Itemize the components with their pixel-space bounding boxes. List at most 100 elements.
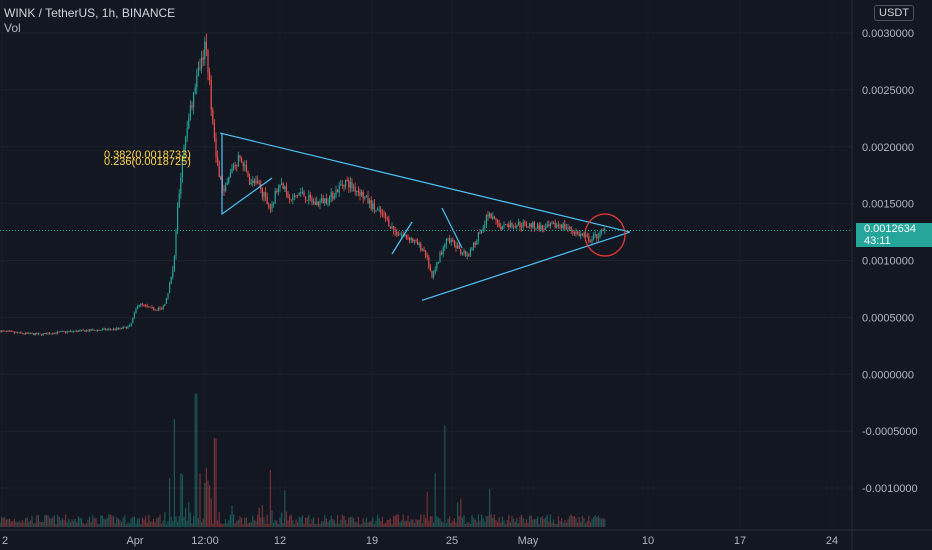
candle-body	[73, 331, 75, 333]
volume-bar	[138, 518, 140, 527]
volume-bar	[377, 514, 379, 527]
volume-bar	[388, 519, 390, 527]
volume-bar	[485, 516, 487, 527]
volume-bar	[495, 519, 497, 527]
volume-bar	[522, 517, 524, 527]
volume-bar	[132, 517, 134, 527]
volume-bar	[277, 524, 279, 527]
candle-body	[412, 238, 414, 242]
candle-body	[321, 198, 323, 201]
candle-body	[66, 331, 68, 333]
y-tick-label: 0.0005000	[862, 312, 914, 324]
volume-bar	[185, 507, 187, 527]
volume-bar	[169, 478, 171, 527]
candle-body	[562, 223, 564, 229]
volume-bar	[274, 520, 276, 527]
candle-body	[343, 185, 345, 187]
candle-body	[394, 230, 396, 232]
time-axis: 2 Apr 12:00 12 19 25 May 10 17 24	[0, 529, 932, 547]
volume-bar	[28, 521, 30, 527]
volume-bar	[71, 519, 73, 527]
candle-body	[501, 226, 503, 230]
candle-body	[9, 331, 11, 332]
volume-bar	[233, 514, 235, 527]
candle-body	[84, 330, 86, 332]
candle-body	[210, 79, 212, 110]
volume-bar	[473, 517, 475, 527]
volume-bar	[167, 521, 169, 527]
volume-bar	[481, 514, 483, 527]
volume-bar	[327, 521, 329, 527]
volume-bar	[455, 522, 457, 527]
volume-bar	[573, 515, 575, 527]
candle-body	[436, 262, 438, 270]
volume-bar	[273, 522, 275, 527]
candle-body	[271, 204, 273, 209]
candle-body	[557, 224, 559, 226]
currency-button[interactable]: USDT	[874, 5, 914, 21]
candle-body	[33, 333, 35, 335]
candle-body	[26, 332, 28, 334]
volume-bar	[354, 522, 356, 527]
candle-body	[159, 308, 161, 309]
volume-bar	[450, 523, 452, 527]
trendline	[219, 132, 631, 233]
candle-body	[517, 222, 519, 226]
volume-bar	[572, 516, 574, 527]
volume-bar	[340, 519, 342, 527]
volume-bar	[143, 519, 145, 527]
candle-body	[540, 225, 542, 231]
candle-body	[357, 190, 359, 193]
candle-body	[137, 306, 139, 309]
volume-label[interactable]: Vol	[4, 21, 21, 35]
candle-body	[21, 333, 23, 334]
candle-body	[577, 231, 579, 233]
volume-bar	[532, 519, 534, 527]
candle-body	[23, 333, 25, 335]
volume-bar	[297, 522, 299, 527]
volume-bar	[394, 515, 396, 527]
candle-body	[194, 87, 196, 93]
volume-bar	[260, 517, 262, 527]
candle-body	[533, 222, 535, 229]
volume-bar	[65, 514, 67, 527]
volume-bar	[353, 518, 355, 527]
volume-bar	[551, 522, 553, 527]
volume-bar	[429, 515, 431, 527]
candle-body	[177, 207, 179, 231]
candle-body	[423, 249, 425, 251]
volume-bar	[305, 517, 307, 527]
candle-body	[529, 223, 531, 227]
volume-bar	[111, 515, 113, 527]
volume-bar	[375, 520, 377, 527]
volume-bar	[554, 524, 556, 527]
volume-bar	[441, 521, 443, 527]
volume-bar	[39, 521, 41, 527]
zigzag-drawing	[221, 133, 273, 216]
candle-body	[351, 181, 353, 188]
candle-body	[332, 192, 334, 199]
volume-bar	[298, 516, 300, 527]
volume-bar	[381, 516, 383, 527]
symbol-title[interactable]: WINK / TetherUS, 1h, BINANCE	[4, 6, 176, 20]
candle-body	[489, 213, 491, 217]
volume-bar	[26, 517, 28, 527]
candle-body	[583, 235, 585, 237]
candle-body	[141, 303, 143, 305]
last-price: 0.0012634	[864, 223, 916, 235]
candle-body	[133, 312, 135, 318]
volume-bar	[362, 518, 364, 527]
x-tick-label: 2	[2, 535, 8, 547]
candle-body	[578, 232, 580, 237]
volume-bar	[183, 516, 185, 527]
volume-bar	[385, 522, 387, 527]
volume-bar	[204, 483, 206, 527]
volume-bar	[545, 517, 547, 527]
candle-body	[55, 332, 57, 334]
volume-bar	[497, 522, 499, 527]
volume-bar	[356, 522, 358, 527]
candle-body	[455, 244, 457, 249]
price-axis: 0.0030000 0.0025000 0.0020000 0.0015000 0.00…	[851, 0, 932, 550]
candle-body	[231, 168, 233, 173]
